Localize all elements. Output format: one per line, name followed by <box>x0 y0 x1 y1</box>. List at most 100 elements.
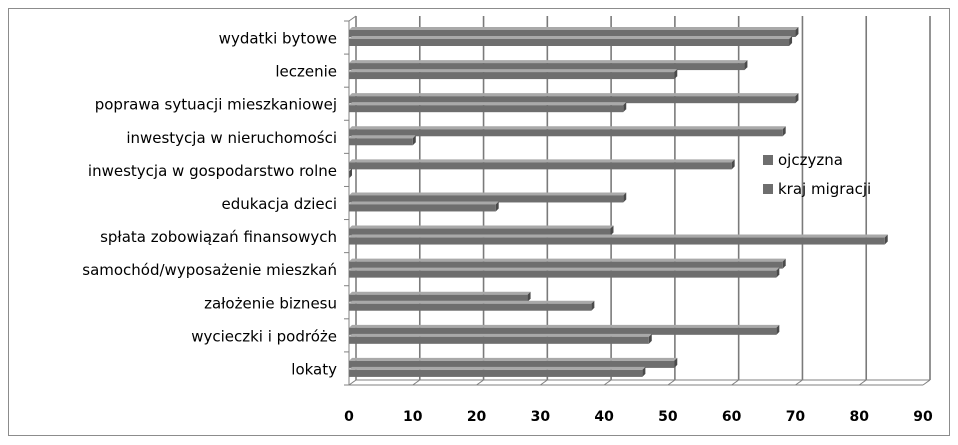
gridline-floor-10 <box>412 379 421 386</box>
legend-label: kraj migracji <box>778 180 871 198</box>
bar-ojczyzna-front <box>349 261 783 269</box>
bar-ojczyzna-top <box>349 159 735 163</box>
bar-kraj-migracji-end <box>674 69 678 80</box>
gridline-floor-60 <box>731 379 739 386</box>
bar-ojczyzna-end <box>776 324 780 335</box>
bar-kraj-migracji-top <box>349 69 678 73</box>
bar-ojczyzna-top <box>349 291 531 295</box>
bar-kraj-migracji <box>349 102 627 113</box>
bar-kraj-migracji <box>349 69 678 80</box>
bar-ojczyzna-front <box>349 96 796 104</box>
bar-kraj-migracji-front <box>349 105 624 113</box>
category-label: wycieczki i podróże <box>191 327 337 345</box>
bar-kraj-migracji-front <box>349 39 790 46</box>
bar-kraj-migracji-end <box>495 201 499 212</box>
bar-kraj-migracji-front <box>349 336 649 344</box>
x-tick-label: 50 <box>658 409 678 425</box>
bar-ojczyzna-front <box>349 195 624 203</box>
gridline-floor-20 <box>476 379 484 386</box>
x-tick-label: 0 <box>344 409 354 425</box>
category-label: poprawa sytuacji mieszkaniowej <box>95 96 337 114</box>
category-label: inwestycja w nieruchomości <box>126 129 337 147</box>
gridline-floor-50 <box>667 379 676 386</box>
bar-ojczyzna <box>349 357 678 368</box>
bar-kraj-migracji-top <box>349 102 627 106</box>
x-tick-label: 40 <box>594 409 614 425</box>
bar-kraj-migracji-top <box>349 201 499 205</box>
bar-ojczyzna <box>349 126 786 137</box>
bar-ojczyzna-top <box>349 357 678 361</box>
axis-y-top <box>348 15 357 22</box>
bar-ojczyzna-end <box>795 27 799 37</box>
bar-kraj-migracji-end <box>776 267 780 278</box>
bar-ojczyzna-front <box>349 30 796 37</box>
gridline-floor-70 <box>795 379 803 386</box>
bar-ojczyzna <box>349 60 748 71</box>
bar-ojczyzna <box>349 324 780 335</box>
bar-kraj-migracji-top <box>349 135 416 139</box>
bar-kraj-migracji <box>349 267 780 278</box>
bar-kraj-migracji-top <box>349 300 595 304</box>
bar-kraj-migracji <box>349 333 652 344</box>
bar-kraj-migracji-front <box>349 204 496 212</box>
category-label: wydatki bytowe <box>219 30 337 48</box>
bar-kraj-migracji-front <box>349 303 592 311</box>
bar-ojczyzna <box>349 291 531 302</box>
bar-kraj-migracji-front <box>349 72 675 80</box>
bar-ojczyzna-front <box>349 294 528 302</box>
bar-ojczyzna-end <box>782 126 786 137</box>
bar-ojczyzna-front <box>349 129 783 137</box>
bar-ojczyzna-top <box>349 192 627 196</box>
category-label: samochód/wyposażenie mieszkań <box>82 261 337 279</box>
x-tick-label: 60 <box>722 409 742 425</box>
bar-kraj-migracji-top <box>349 234 888 238</box>
bar-ojczyzna-front <box>349 228 611 236</box>
bar-ojczyzna-top <box>349 93 799 97</box>
chart-frame: 0 10 20 30 40 50 60 70 80 90 wydatki bytowe leczeni… <box>8 8 950 436</box>
bar-ojczyzna-end <box>623 192 627 203</box>
gridline-floor-90 <box>922 379 931 386</box>
bar-kraj-migracji-end <box>412 135 416 146</box>
gridline-floor-40 <box>603 379 612 386</box>
bar-kraj-migracji-end <box>349 168 352 179</box>
x-tick-label: 70 <box>786 409 806 425</box>
legend-label: ojczyzna <box>778 151 843 169</box>
bar-kraj-migracji <box>349 366 646 377</box>
bar-ojczyzna-end <box>782 258 786 269</box>
bar-ojczyzna <box>349 258 786 269</box>
bar-kraj-migracji <box>349 201 499 212</box>
bar-kraj-migracji-top <box>349 333 652 337</box>
bar-chart: 0 10 20 30 40 50 60 70 80 90 wydatki bytowe leczeni… <box>82 15 933 425</box>
x-tick-label: 10 <box>403 409 423 425</box>
bar-kraj-migracji <box>349 168 352 179</box>
bar-kraj-migracji-end <box>648 333 652 344</box>
bar-kraj-migracji <box>349 135 416 146</box>
bar-ojczyzna-end <box>795 93 799 104</box>
bar-ojczyzna-top <box>349 126 786 130</box>
bar-kraj-migracji-end <box>642 366 646 377</box>
bar-kraj-migracji <box>349 300 595 311</box>
bar-ojczyzna-end <box>674 357 678 368</box>
bar-ojczyzna <box>349 225 614 236</box>
bar-kraj-migracji-front <box>349 171 350 179</box>
bar-ojczyzna-top <box>349 60 748 64</box>
bar-ojczyzna-front <box>349 63 745 71</box>
x-tick-label: 30 <box>531 409 551 425</box>
bar-kraj-migracji-end <box>789 36 793 46</box>
bar-ojczyzna-top <box>349 27 799 30</box>
x-tick-label: 90 <box>913 409 933 425</box>
x-tick-label: 20 <box>467 409 487 425</box>
bar-ojczyzna-end <box>527 291 531 302</box>
bar-kraj-migracji-front <box>349 369 643 377</box>
bar-ojczyzna <box>349 159 735 170</box>
bar-ojczyzna-front <box>349 360 675 368</box>
bar-kraj-migracji-front <box>349 270 777 278</box>
bar-kraj-migracji-end <box>884 234 888 245</box>
bar-ojczyzna-end <box>731 159 735 170</box>
category-label: inwestycja w gospodarstwo rolne <box>88 162 337 180</box>
category-label: założenie biznesu <box>204 294 337 312</box>
category-label: edukacja dzieci <box>222 195 337 213</box>
bar-kraj-migracji-end <box>591 300 595 311</box>
bar-ojczyzna-top <box>349 258 786 262</box>
bar-kraj-migracji-front <box>349 138 413 146</box>
